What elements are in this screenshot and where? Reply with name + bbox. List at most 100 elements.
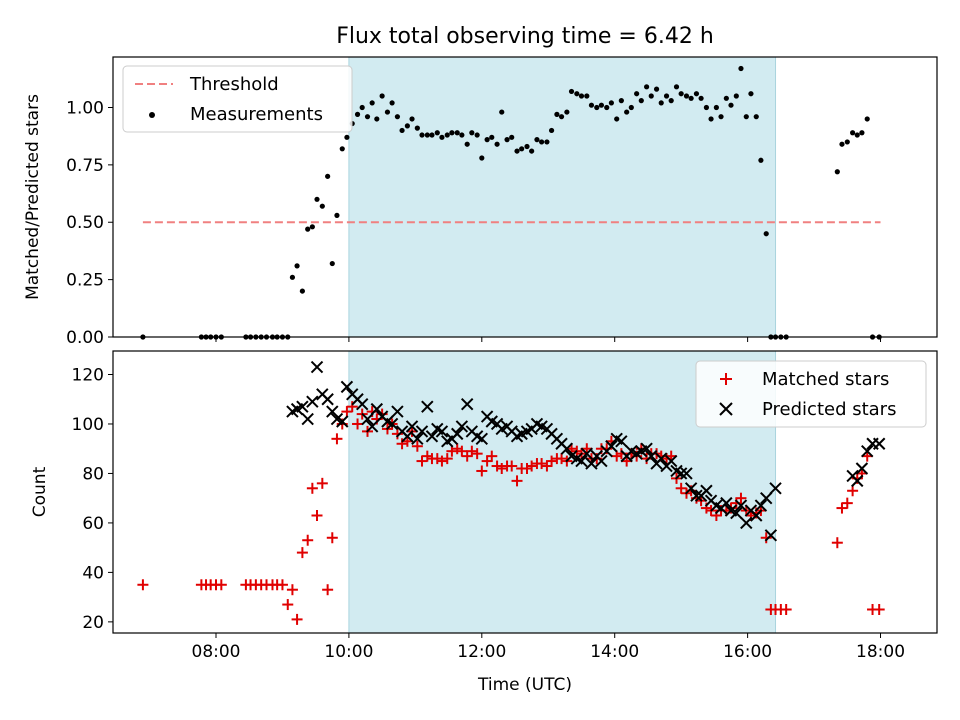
measurement-point (658, 100, 664, 106)
measurement-point (449, 130, 455, 136)
measurement-point (464, 141, 470, 147)
measurement-point (325, 173, 331, 179)
predicted-point (740, 516, 753, 530)
measurement-point (763, 231, 769, 237)
matched-point (326, 532, 338, 544)
matched-point (302, 534, 314, 546)
measurement-point (359, 104, 365, 111)
measurement-point (594, 104, 600, 111)
measurement-point (588, 102, 595, 108)
measurement-point (305, 226, 311, 232)
matched-point (847, 485, 859, 497)
measurement-point (850, 130, 856, 136)
legend-predicted-label: Predicted stars (762, 399, 896, 420)
matched-point (276, 579, 288, 591)
predicted-point (425, 430, 439, 443)
matched-point (476, 465, 488, 477)
measurement-point (738, 65, 744, 72)
measurement-point (374, 116, 380, 122)
measurement-point (354, 111, 361, 117)
measurement-point (854, 132, 860, 138)
predicted-point (405, 420, 419, 433)
y-tick-label: 0.25 (66, 271, 104, 291)
x-tick-label: 12:00 (457, 642, 506, 662)
matched-point (341, 406, 353, 418)
chart-title: Flux total observing time = 6.42 h (336, 24, 714, 49)
x-tick-label: 16:00 (723, 642, 772, 662)
predicted-point (764, 529, 778, 542)
measurement-point (404, 123, 410, 129)
measurement-point (439, 134, 445, 140)
predicted-point (730, 506, 743, 520)
matched-point (873, 604, 885, 615)
predicted-point (684, 482, 698, 495)
predicted-point (435, 425, 449, 438)
predicted-point (595, 454, 608, 468)
y-tick-label: 1.00 (66, 98, 104, 118)
measurement-point (698, 95, 704, 101)
measurement-point (748, 91, 754, 97)
measurement-point (329, 260, 335, 267)
matched-point (735, 492, 747, 504)
x-axis-label: Time (UTC) (477, 675, 572, 695)
matched-point (526, 460, 538, 472)
measurement-point (339, 146, 345, 152)
measurement-point (653, 86, 660, 92)
measurement-point (678, 91, 684, 97)
measurement-point (399, 127, 405, 134)
measurement-point (733, 93, 739, 99)
matched-point (456, 445, 468, 457)
measurement-point (663, 93, 670, 99)
predicted-point (336, 415, 349, 428)
legend-box (122, 65, 353, 133)
predicted-point (872, 437, 886, 450)
predicted-point (321, 393, 334, 406)
measurement-point (314, 196, 320, 202)
matched-point (546, 455, 558, 467)
measurement-point (489, 134, 495, 140)
matched-point (291, 613, 303, 625)
x-tick-label: 08:00 (192, 642, 241, 662)
measurement-point (634, 91, 640, 97)
measurement-point (504, 137, 510, 143)
measurement-point (648, 93, 654, 99)
matched-point (322, 584, 334, 596)
measurement-point (319, 203, 325, 209)
measurement-point (834, 169, 840, 175)
predicted-point (664, 454, 678, 468)
predicted-point (734, 499, 748, 512)
measurement-point (409, 116, 415, 122)
matched-point (836, 502, 848, 514)
measurement-point (743, 114, 749, 120)
predicted-point (385, 417, 399, 431)
series-predicted-stars (286, 360, 886, 542)
predicted-point (580, 447, 594, 460)
measurement-point (703, 104, 710, 111)
measurement-point (718, 114, 724, 120)
measurement-point (668, 98, 674, 104)
legend-box (695, 360, 927, 428)
measurement-point (614, 116, 620, 122)
x-tick-label: 14:00 (590, 642, 639, 662)
measurement-point (758, 157, 764, 163)
measurement-point (484, 137, 490, 143)
predicted-point (750, 509, 763, 522)
measurement-point (864, 116, 870, 122)
bottom-legend: Matched stars Predicted stars (695, 360, 927, 428)
measurement-point (539, 139, 545, 145)
measurement-point (384, 109, 391, 115)
measurement-point (474, 132, 480, 138)
predicted-point (645, 449, 658, 463)
measurement-point (604, 104, 610, 111)
y-tick-label: 80 (82, 464, 104, 484)
measurement-point (859, 130, 865, 136)
measurement-point (434, 130, 440, 136)
x-tick-label: 10:00 (324, 642, 373, 662)
matched-point (760, 532, 772, 544)
y-tick-label: 0.50 (66, 213, 104, 233)
top-y-axis-label: Matched/Predicted stars (23, 94, 43, 300)
measurement-point (529, 148, 535, 154)
measurement-point (568, 88, 575, 95)
predicted-point (301, 412, 314, 426)
